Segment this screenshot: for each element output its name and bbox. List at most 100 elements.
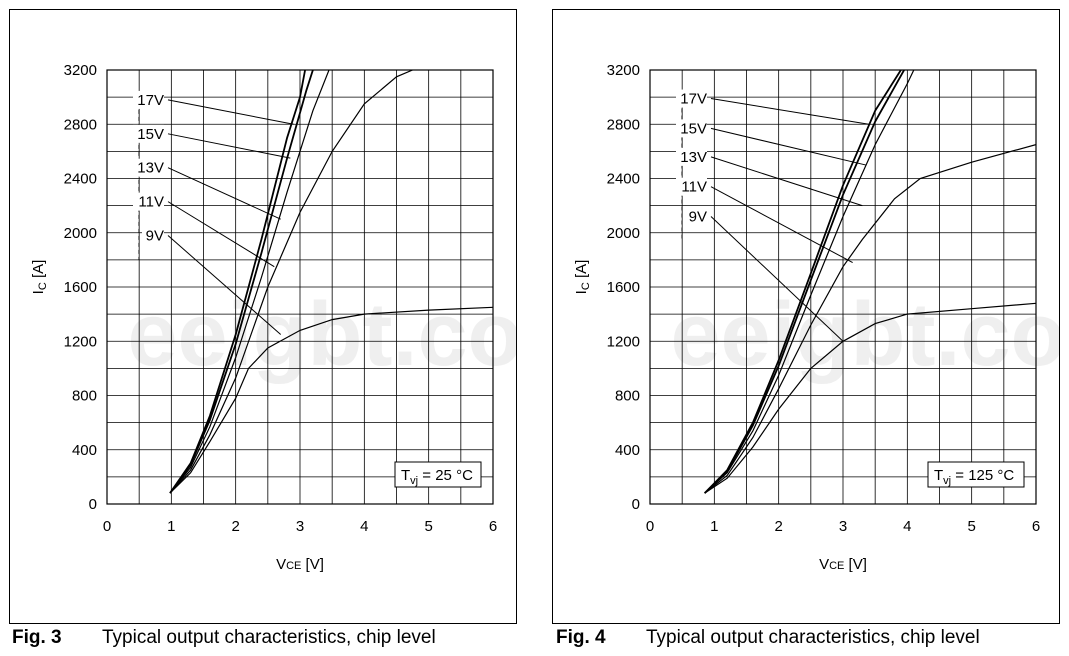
series-leader-line [167, 133, 291, 159]
grid [106, 69, 494, 505]
series-label: 15V [137, 126, 164, 143]
series-13V: 13V [676, 70, 915, 494]
plot-area-border [106, 69, 494, 505]
plot-area-border [649, 69, 1037, 505]
x-tick-label: 6 [1032, 518, 1040, 535]
series-label-bg [133, 124, 164, 143]
series-9V: 9V [685, 207, 1036, 494]
chart-panel-fig4: eeigbt.com 0 1 2 3 4 5 6 0 400 800 1200 1600 2000 2400… [552, 9, 1060, 624]
x-tick-label: 2 [231, 518, 239, 535]
series-leader-line [710, 156, 863, 207]
series-label-bg [685, 207, 707, 226]
y-tick-label: 3200 [64, 62, 97, 79]
annotation-rest: = 125 °C [951, 467, 1014, 484]
series-label: 13V [137, 160, 164, 177]
series-15V: 15V [133, 70, 314, 494]
series-line [704, 70, 905, 494]
series-label-bg [142, 226, 164, 245]
y-axis-label-main: I [30, 290, 47, 294]
series-line [169, 70, 413, 494]
y-axis-label-unit: [A] [573, 260, 590, 283]
series-label-bg [133, 158, 164, 177]
annotation-main: T [934, 467, 943, 484]
x-tick-label: 4 [903, 518, 911, 535]
grid [649, 69, 1037, 505]
x-tick-label: 5 [424, 518, 432, 535]
figure-caption-fig4: Fig. 4 Typical output characteristics, ch… [556, 627, 980, 649]
series-label: 13V [680, 149, 707, 166]
annotation-text: Tvj = 125 °C [934, 467, 1014, 487]
series-leader-line [710, 98, 869, 125]
y-tick-label: 2800 [607, 116, 640, 133]
y-tick-label: 0 [632, 496, 640, 513]
y-axis-label-sub: C [580, 282, 592, 290]
temperature-annotation: Tvj = 25 °C [394, 461, 482, 488]
series-15V: 15V [676, 70, 905, 494]
x-axis-label-main: V [819, 556, 829, 573]
y-tick-label: 2000 [607, 225, 640, 242]
x-tick-label: 3 [839, 518, 847, 535]
x-axis-label-sub: CE [829, 560, 844, 572]
series-leader-line [167, 167, 281, 220]
x-tick-label: 0 [103, 518, 111, 535]
temperature-annotation: Tvj = 125 °C [927, 461, 1025, 488]
series-label-bg [676, 119, 707, 138]
annotation-box [927, 461, 1025, 488]
chart-svg-fig3: eeigbt.com 0 1 2 3 4 5 6 0 400 800 1200 1600 2000 2400… [30, 62, 516, 573]
series-leader-line [710, 127, 866, 166]
series-line [704, 144, 1036, 494]
x-axis-label-unit: [V] [301, 556, 324, 573]
y-tick-label: 800 [72, 388, 97, 405]
annotation-main: T [401, 467, 410, 484]
series-label-bg [676, 89, 707, 108]
series-leader-line [710, 186, 853, 264]
annotation-box [394, 461, 482, 488]
x-tick-label: 6 [489, 518, 497, 535]
x-axis-label-unit: [V] [844, 556, 867, 573]
series-label: 11V [138, 194, 164, 211]
x-tick-label: 5 [967, 518, 975, 535]
x-tick-label: 1 [167, 518, 175, 535]
series-label: 9V [146, 228, 164, 245]
series-line [169, 70, 314, 494]
y-axis-label-sub: C [37, 282, 49, 290]
series-label: 15V [680, 120, 707, 137]
y-tick-label: 800 [615, 388, 640, 405]
annotation-rest: = 25 °C [418, 467, 473, 484]
y-tick-label: 1600 [607, 279, 640, 296]
y-tick-label: 3200 [607, 62, 640, 79]
y-tick-label: 1200 [607, 333, 640, 350]
figure-caption-fig3: Fig. 3 Typical output characteristics, ch… [12, 627, 436, 649]
series-line [169, 70, 306, 494]
series-label-bg [676, 177, 707, 196]
series-leader-line [167, 99, 294, 125]
series-label: 9V [689, 209, 707, 226]
x-tick-label: 1 [710, 518, 718, 535]
y-tick-label: 0 [89, 496, 97, 513]
y-tick-label: 1600 [64, 279, 97, 296]
series-13V: 13V [133, 70, 330, 494]
series-line [704, 70, 915, 494]
figure-label: Fig. 3 [12, 627, 62, 648]
chart-svg-fig4: eeigbt.com 0 1 2 3 4 5 6 0 400 800 1200 1600 2000 2400… [573, 62, 1059, 573]
y-tick-label: 1200 [64, 333, 97, 350]
y-tick-label: 2400 [607, 171, 640, 188]
y-axis-label: IC [A] [573, 260, 592, 295]
y-tick-label: 2400 [64, 171, 97, 188]
series-leader-line [167, 201, 275, 268]
series-leader-line [167, 235, 282, 335]
series-leader-line [710, 216, 844, 342]
figure-label: Fig. 4 [556, 627, 606, 648]
y-tick-label: 400 [72, 442, 97, 459]
chart-panel-fig3: eeigbt.com 0 1 2 3 4 5 6 0 400 800 1200 1600 2000 2400… [9, 9, 517, 624]
series-9V: 9V [142, 226, 493, 494]
x-axis-label: VCE [V] [819, 556, 867, 573]
y-axis-label-main: I [573, 290, 590, 294]
annotation-text: Tvj = 25 °C [401, 467, 473, 487]
y-tick-label: 2000 [64, 225, 97, 242]
series-label-bg [133, 90, 164, 109]
x-tick-label: 0 [646, 518, 654, 535]
series-11V: 11V [676, 144, 1036, 494]
x-tick-label: 2 [774, 518, 782, 535]
watermark-text: eeigbt.com [127, 285, 516, 385]
